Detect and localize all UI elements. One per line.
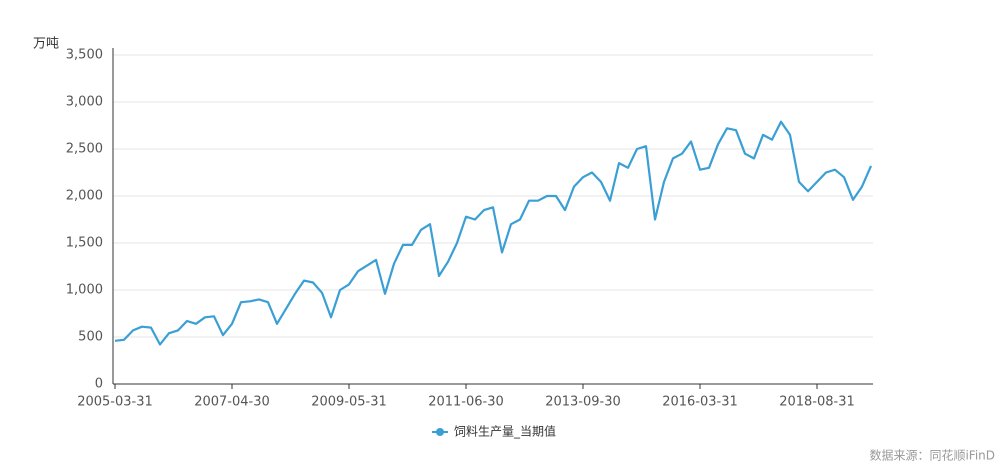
x-tick-label: 2005-03-31 (77, 395, 153, 410)
x-tick-label: 2013-09-30 (545, 395, 621, 410)
y-unit: 万吨 (33, 37, 59, 52)
y-tick-label: 1,500 (66, 236, 103, 251)
x-tick-label: 2009-05-31 (311, 395, 387, 410)
source: 数据来源：同花顺iFinD (869, 448, 995, 463)
y-tick-label: 3,000 (66, 95, 103, 110)
y-tick-label: 2,000 (66, 189, 103, 204)
y-tick-label: 1,000 (66, 283, 103, 298)
legend-marker (436, 428, 444, 436)
x-tick-label: 2016-03-31 (662, 395, 738, 410)
y-tick-label: 2,500 (66, 142, 103, 157)
series-line (114, 120, 873, 346)
x-tick-label: 2011-06-30 (428, 395, 504, 410)
x-tick-label: 2018-08-31 (779, 395, 855, 410)
legend-label: 饲料生产量_当期值 (454, 424, 556, 439)
y-tick-label: 3,500 (66, 48, 103, 63)
y-tick-label: 0 (95, 377, 103, 392)
x-tick-label: 2007-04-30 (194, 395, 270, 410)
y-tick-label: 500 (78, 330, 103, 345)
